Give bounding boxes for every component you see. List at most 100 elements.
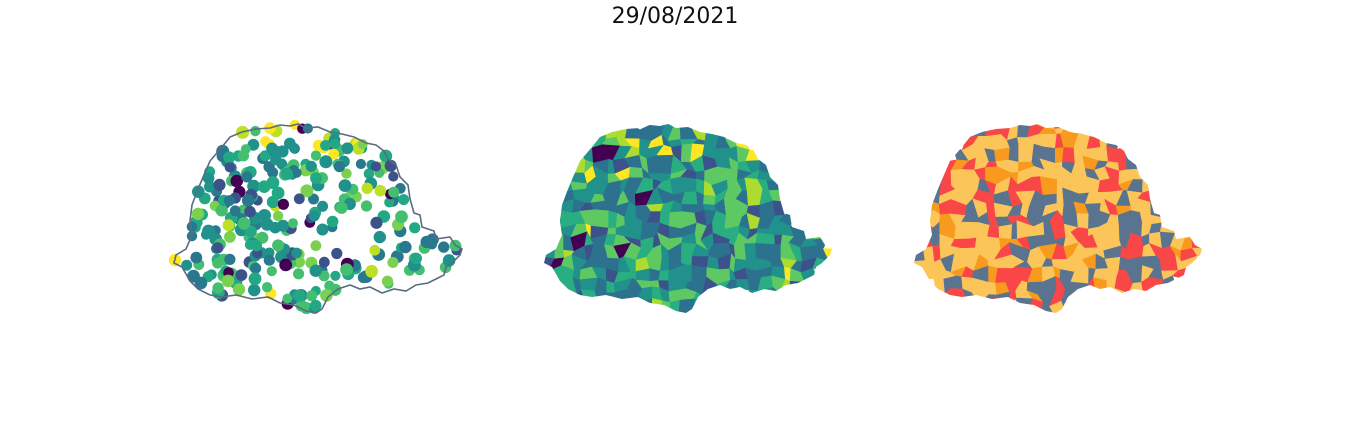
point-marker bbox=[395, 210, 408, 224]
point-marker bbox=[202, 224, 215, 238]
municipality-region bbox=[658, 270, 670, 282]
municipality-category bbox=[1039, 176, 1058, 196]
municipality-category bbox=[1061, 300, 1073, 313]
point-marker bbox=[266, 195, 279, 209]
point-marker bbox=[305, 160, 317, 172]
point-marker bbox=[355, 158, 366, 170]
point-marker bbox=[187, 269, 200, 283]
point-marker bbox=[223, 195, 235, 207]
municipality-category bbox=[1043, 124, 1056, 130]
point-marker bbox=[237, 150, 250, 162]
point-marker bbox=[266, 266, 277, 277]
map-panel-points bbox=[168, 119, 463, 315]
point-marker bbox=[338, 179, 352, 192]
point-marker bbox=[360, 200, 373, 212]
point-marker bbox=[320, 140, 331, 151]
point-marker bbox=[229, 205, 241, 217]
point-marker bbox=[335, 201, 348, 214]
municipality-region bbox=[772, 200, 785, 217]
point-marker bbox=[202, 172, 215, 185]
point-marker bbox=[357, 139, 368, 150]
point-marker bbox=[263, 254, 275, 266]
municipality-category bbox=[1019, 117, 1031, 122]
point-marker bbox=[320, 289, 333, 302]
point-marker bbox=[230, 174, 243, 188]
point-marker bbox=[293, 289, 306, 302]
point-marker bbox=[250, 125, 261, 137]
municipality-category bbox=[987, 224, 1000, 239]
point-marker bbox=[213, 178, 226, 191]
state-outline bbox=[173, 123, 463, 314]
municipality-region bbox=[579, 277, 599, 292]
point-marker bbox=[282, 293, 293, 304]
point-marker bbox=[318, 256, 330, 268]
point-marker bbox=[310, 172, 322, 185]
point-marker bbox=[212, 242, 224, 254]
point-marker bbox=[223, 151, 236, 164]
point-marker bbox=[191, 207, 205, 221]
point-marker bbox=[310, 240, 322, 252]
municipality-category bbox=[1150, 198, 1168, 219]
point-marker bbox=[224, 231, 236, 243]
point-marker bbox=[341, 142, 354, 155]
municipality-category bbox=[1159, 222, 1176, 234]
point-marker bbox=[237, 217, 251, 230]
point-marker bbox=[221, 274, 235, 288]
point-marker bbox=[293, 268, 305, 280]
point-marker bbox=[399, 240, 412, 254]
municipality-region bbox=[549, 233, 564, 251]
municipality-region bbox=[744, 243, 757, 261]
point-marker bbox=[241, 171, 253, 183]
point-marker bbox=[309, 264, 322, 277]
municipality-region bbox=[755, 232, 776, 246]
municipality-region bbox=[789, 280, 806, 291]
municipality-category bbox=[1142, 179, 1155, 194]
municipality-region bbox=[756, 287, 774, 304]
point-marker bbox=[306, 290, 318, 302]
map-panel-choropleth bbox=[544, 124, 832, 313]
point-marker bbox=[300, 184, 314, 198]
municipality-category bbox=[1009, 290, 1017, 307]
point-marker bbox=[212, 282, 224, 294]
municipality-category bbox=[1125, 156, 1145, 171]
point-marker bbox=[381, 275, 394, 287]
municipality-categories-layer bbox=[914, 117, 1202, 313]
point-marker bbox=[261, 282, 273, 293]
municipality-region bbox=[678, 298, 695, 313]
municipality-region bbox=[639, 124, 652, 142]
point-marker bbox=[319, 155, 333, 169]
municipality-region bbox=[590, 209, 610, 229]
point-marker bbox=[308, 210, 320, 222]
point-marker bbox=[291, 247, 302, 259]
figure-title: 29/08/2021 bbox=[611, 4, 739, 29]
municipality-region bbox=[722, 287, 741, 302]
point-marker bbox=[326, 215, 339, 228]
point-marker bbox=[361, 182, 373, 194]
municipality-category bbox=[918, 209, 935, 229]
point-marker bbox=[330, 270, 341, 281]
point-marker bbox=[310, 150, 322, 161]
point-marker bbox=[271, 186, 285, 200]
point-marker bbox=[317, 200, 329, 212]
point-marker bbox=[257, 180, 271, 193]
point-marker bbox=[426, 233, 439, 246]
point-marker bbox=[363, 168, 375, 179]
municipality-region bbox=[659, 257, 670, 272]
municipality-category bbox=[983, 298, 1000, 310]
municipality-category bbox=[929, 180, 942, 197]
municipality-region bbox=[651, 298, 663, 313]
municipality-category bbox=[1097, 178, 1111, 193]
point-marker bbox=[369, 244, 381, 256]
point-marker bbox=[241, 194, 255, 207]
point-marker bbox=[190, 251, 203, 264]
point-marker bbox=[272, 210, 284, 222]
point-marker bbox=[341, 168, 352, 179]
municipality-category bbox=[1015, 297, 1034, 312]
point-markers-layer bbox=[168, 119, 462, 315]
point-marker bbox=[438, 241, 450, 253]
municipality-region bbox=[550, 209, 561, 229]
point-marker bbox=[388, 171, 399, 182]
municipality-region bbox=[591, 125, 607, 140]
point-marker bbox=[244, 239, 256, 250]
municipality-category bbox=[977, 124, 987, 137]
